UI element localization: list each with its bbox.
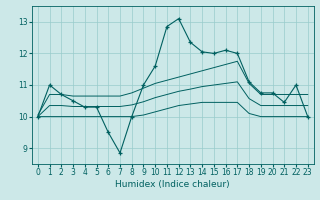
X-axis label: Humidex (Indice chaleur): Humidex (Indice chaleur) [116, 180, 230, 189]
